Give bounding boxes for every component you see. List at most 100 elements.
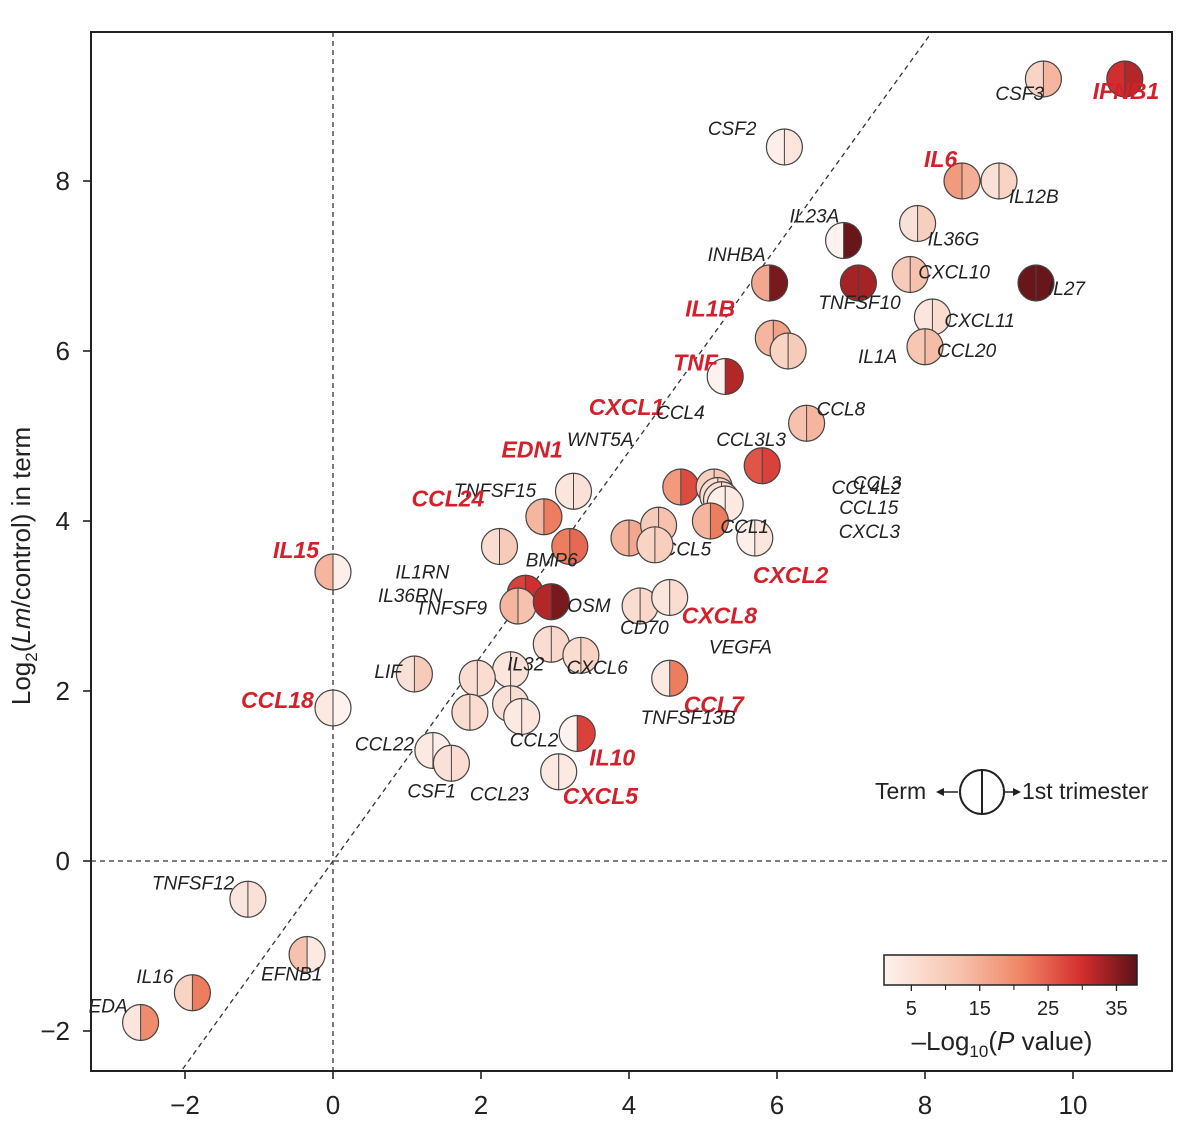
point-left-half [525, 498, 544, 535]
x-tick-label: −2 [170, 1090, 200, 1120]
point-left-half [662, 469, 681, 505]
point-label: CCL5 [663, 539, 712, 560]
point-right-half [192, 974, 211, 1011]
point-right-half [477, 660, 496, 697]
point-efnb1: EFNB1 [261, 935, 326, 986]
point-label: CCL18 [241, 687, 314, 713]
point-label: IL1RN [395, 562, 449, 583]
y-tick-label: 2 [56, 676, 70, 706]
point-label: CCL7 [684, 691, 745, 717]
point-il36rn: IL36RN [378, 586, 537, 625]
y-tick-label: 0 [56, 846, 70, 876]
point-label: IL32 [507, 654, 544, 675]
point-right-half [858, 265, 877, 301]
ref-lines [91, 32, 1172, 1071]
point-left-half [459, 660, 478, 697]
colorbar-title-prefix: –Log [912, 1026, 970, 1056]
point-right-half [725, 358, 744, 395]
point-right-half [499, 528, 518, 565]
x-tick-label: 0 [326, 1090, 340, 1120]
point-left-half [636, 526, 655, 563]
point-right-half [762, 447, 781, 484]
point-cxcl10: CXCL10 [891, 255, 990, 294]
point-il32: IL32 [458, 654, 545, 697]
point-right-half [569, 528, 588, 565]
point-right-half [669, 660, 688, 697]
point-label: IL36RN [378, 586, 443, 607]
point-cd70: CD70 [620, 587, 669, 639]
legend: Term 1st trimester [875, 769, 1149, 815]
point-label: CCL4L2 [832, 478, 902, 499]
point-ccl20: CCL20 [906, 328, 997, 366]
point-label: CCL3L3 [716, 430, 786, 451]
point-left-half [315, 690, 333, 726]
point-left-half [622, 588, 641, 624]
point-ccl8: CCL8 [787, 399, 866, 442]
point-right-half [518, 588, 536, 624]
point-right-half [669, 579, 688, 616]
point-label: CXCL6 [567, 658, 629, 679]
point-tnfsf10: TNFSF10 [818, 264, 901, 314]
point-left-half [559, 715, 578, 752]
point-right-half [333, 554, 351, 590]
point-label: CXCL2 [753, 562, 829, 588]
point-left-half [611, 520, 629, 556]
point-label: IL16 [136, 967, 173, 988]
point-right-half [910, 256, 929, 293]
point-right-half [769, 265, 788, 301]
point-il15: IL15 [273, 537, 352, 591]
point-label: TNFSF13B [641, 708, 736, 729]
point-cxcl1: CXCL1 [589, 394, 700, 506]
point-il12b: IL12B [980, 162, 1059, 208]
colorbar-tick-label: 25 [1037, 998, 1059, 1020]
point-label: IL10 [589, 745, 635, 771]
point-ifnb1: IFNB1 [1093, 60, 1159, 104]
point-left-half [899, 205, 918, 242]
point-label: CCL2 [510, 731, 559, 752]
point-left-half [981, 163, 999, 199]
point-left-half [555, 473, 574, 510]
point-right-half [932, 299, 951, 335]
point-ccl24: CCL24 [412, 486, 519, 566]
point-ccl3l3: CCL3L3 [716, 430, 786, 485]
point-left-half [492, 651, 511, 688]
colorbar-title-suffix: value) [1014, 1026, 1092, 1056]
point-label: LIF [374, 662, 403, 683]
y-axis-label-inner: Lm [6, 607, 36, 643]
point-cxcl3: CXCL3 [736, 519, 900, 557]
point-ccl7: CCL7 [651, 659, 745, 717]
point-left-half [1106, 61, 1125, 97]
point-right-half [654, 526, 673, 563]
point-label: IL12B [1009, 187, 1059, 208]
point-csf3: CSF3 [995, 60, 1063, 105]
point-left-half [914, 299, 933, 335]
point-cxcl2: CXCL2 [636, 526, 829, 588]
point-left-half [481, 528, 500, 565]
y-axis-label-after: /control) [6, 514, 36, 608]
point-right-half [521, 698, 540, 735]
point-label: EFNB1 [261, 965, 322, 986]
colorbar-tick-label: 5 [906, 998, 917, 1020]
point-label: CXCL8 [682, 603, 758, 629]
x-tick-label: 8 [918, 1090, 932, 1120]
point-left-half [433, 745, 452, 782]
point-label: CCL22 [355, 735, 415, 756]
point-label: IL1A [858, 347, 897, 368]
point-right-half [788, 333, 807, 369]
point-right-half [999, 163, 1017, 199]
point-inhba: INHBA [708, 245, 789, 302]
legend-right-label: 1st trimester [1022, 778, 1149, 804]
point-right-half [551, 583, 570, 620]
y-axis-label-prefix: Log [6, 662, 36, 705]
y-tick-label: −2 [40, 1016, 70, 1046]
point-il16: IL16 [136, 967, 211, 1012]
point-right-half [754, 520, 773, 556]
legend-right-arrowhead [1013, 788, 1021, 796]
y-tick-label: 6 [56, 336, 70, 366]
x-tick-label: 10 [1059, 1090, 1088, 1120]
point-label: TNFSF9 [415, 598, 487, 619]
point-vegfa: VEGFA [562, 636, 772, 674]
point-label: IL15 [273, 537, 320, 563]
point-cxcl5: CXCL5 [540, 753, 639, 809]
